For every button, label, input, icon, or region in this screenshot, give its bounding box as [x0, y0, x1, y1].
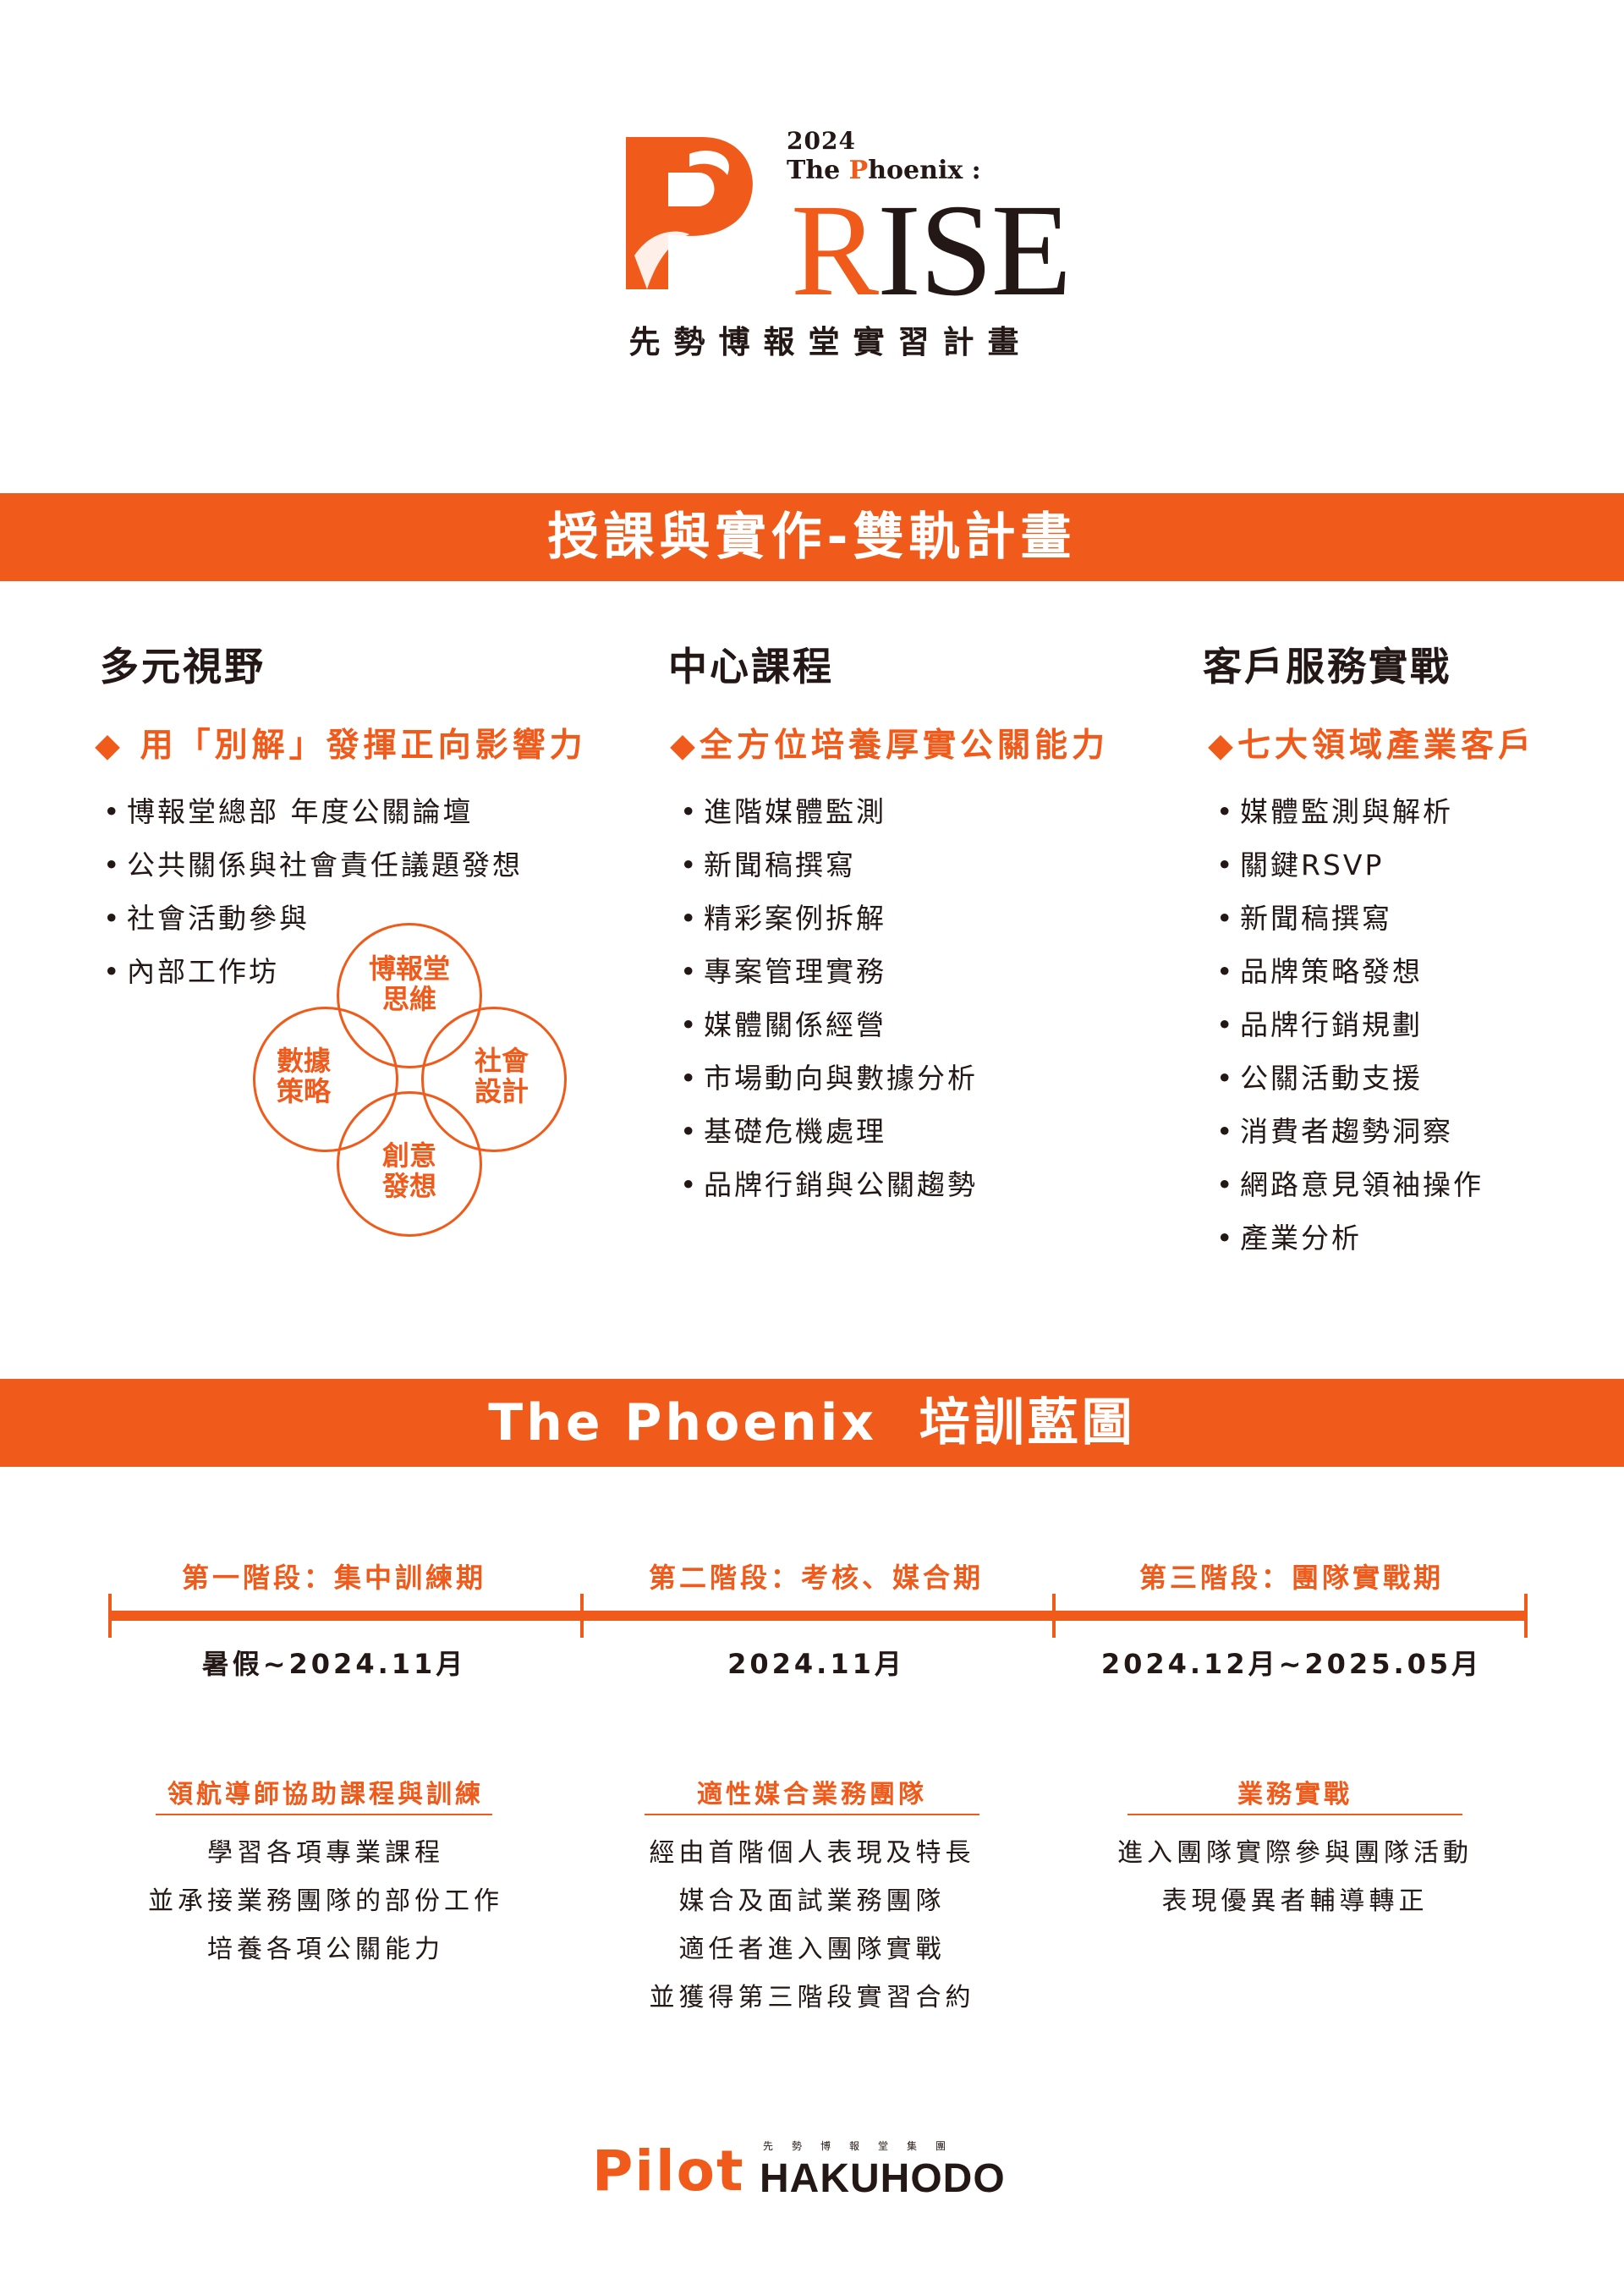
phase1-date: 暑假~2024.11月 — [201, 1648, 467, 1680]
col1-highlight: ◆ 用「別解」發揮正向影響力 — [95, 727, 587, 765]
phase2-divider — [645, 1814, 979, 1815]
timeline-bar — [108, 1611, 1528, 1621]
phase2-subheading: 適性媒合業務團隊 — [697, 1780, 927, 1809]
timeline-tick — [580, 1594, 584, 1638]
venn-circle-right — [421, 1007, 567, 1152]
hakuhodo-logo: HAKUHODO — [760, 2156, 1006, 2201]
program-subtitle: 先勢博報堂實習計畫 — [628, 324, 1033, 360]
list-item: 社會活動參與 — [103, 892, 523, 945]
phase1-divider — [156, 1814, 492, 1815]
section2-banner: The Phoenix 培訓藍圖 — [0, 1379, 1624, 1467]
venn-circle-left — [253, 1007, 398, 1152]
phase3-label: 第三階段：團隊實戰期 — [1138, 1562, 1444, 1594]
col3-heading: 客戶服務實戰 — [1203, 644, 1451, 689]
list-item: 網路意見領袖操作 — [1216, 1158, 1484, 1211]
col3-highlight: ◆七大領域產業客戶 — [1208, 727, 1535, 765]
pilot-group-name: 先勢博報堂集團 — [763, 2140, 965, 2152]
list-item: 媒體監測與解析 — [1216, 785, 1484, 838]
venn-label-top: 博報堂 思維 — [368, 953, 450, 1015]
list-item: 內部工作坊 — [103, 945, 523, 998]
timeline-tick — [1052, 1594, 1056, 1638]
col1-list: 博報堂總部 年度公關論壇 公共關係與社會責任議題發想 社會活動參與 內部工作坊 — [103, 785, 523, 998]
timeline-tick — [108, 1594, 112, 1638]
col2-highlight: ◆全方位培養厚實公關能力 — [670, 727, 1109, 765]
col3-list: 媒體監測與解析 關鍵RSVP 新聞稿撰寫 品牌策略發想 品牌行銷規劃 公關活動支… — [1216, 785, 1484, 1265]
list-item: 品牌策略發想 — [1216, 945, 1484, 998]
col2-heading: 中心課程 — [668, 644, 834, 689]
list-item: 基礎危機處理 — [680, 1105, 978, 1158]
phase1-desc: 學習各項專業課程 並承接業務團隊的部份工作 培養各項公關能力 — [148, 1838, 503, 1964]
venn-label-left: 數據 策略 — [276, 1045, 331, 1107]
logo-phoenix-text: The Phoenix : — [787, 156, 981, 185]
phase3-date: 2024.12月~2025.05月 — [1100, 1648, 1483, 1680]
phase3-desc: 進入團隊實際參與團隊活動 表現優異者輔導轉正 — [1117, 1838, 1473, 1916]
phoenix-p-icon — [626, 137, 753, 289]
list-item: 品牌行銷規劃 — [1216, 998, 1484, 1051]
phase3-divider — [1127, 1814, 1462, 1815]
phase2-label: 第二階段：考核、媒合期 — [648, 1562, 984, 1594]
phase1-subheading: 領航導師協助課程與訓練 — [167, 1780, 484, 1809]
col2-list: 進階媒體監測 新聞稿撰寫 精彩案例拆解 專案管理實務 媒體關係經營 市場動向與數… — [680, 785, 978, 1211]
section1-banner: 授課與實作-雙軌計畫 — [0, 493, 1624, 581]
logo-rise-text: RISE — [791, 177, 1072, 323]
list-item: 媒體關係經營 — [680, 998, 978, 1051]
venn-circle-bottom — [337, 1091, 482, 1237]
list-item: 公關活動支援 — [1216, 1051, 1484, 1105]
venn-diagram: 博報堂 思維 數據 策略 社會 設計 創意 發想 — [250, 918, 588, 1239]
phase3-subheading: 業務實戰 — [1237, 1780, 1352, 1809]
list-item: 新聞稿撰寫 — [680, 838, 978, 892]
venn-label-right: 社會 設計 — [474, 1045, 529, 1107]
list-item: 市場動向與數據分析 — [680, 1051, 978, 1105]
list-item: 消費者趨勢洞察 — [1216, 1105, 1484, 1158]
list-item: 公共關係與社會責任議題發想 — [103, 838, 523, 892]
rise-logo: 2024 The Phoenix : RISE 先勢博報堂實習計畫 — [609, 127, 1072, 364]
pilot-logo: Pilot — [592, 2139, 745, 2204]
phase1-label: 第一階段：集中訓練期 — [181, 1562, 486, 1594]
list-item: 新聞稿撰寫 — [1216, 892, 1484, 945]
phase2-desc: 經由首階個人表現及特長 媒合及面試業務團隊 適任者進入團隊實戰 並獲得第三階段實… — [649, 1838, 975, 2012]
list-item: 精彩案例拆解 — [680, 892, 978, 945]
logo-year: 2024 — [787, 127, 856, 155]
col1-heading: 多元視野 — [100, 644, 266, 689]
list-item: 博報堂總部 年度公關論壇 — [103, 785, 523, 838]
venn-circle-top — [337, 923, 482, 1068]
phase2-date: 2024.11月 — [727, 1648, 905, 1680]
venn-label-bottom: 創意 發想 — [381, 1139, 436, 1202]
list-item: 專案管理實務 — [680, 945, 978, 998]
list-item: 關鍵RSVP — [1216, 838, 1484, 892]
list-item: 進階媒體監測 — [680, 785, 978, 838]
list-item: 產業分析 — [1216, 1211, 1484, 1265]
list-item: 品牌行銷與公關趨勢 — [680, 1158, 978, 1211]
timeline-tick — [1524, 1594, 1528, 1638]
